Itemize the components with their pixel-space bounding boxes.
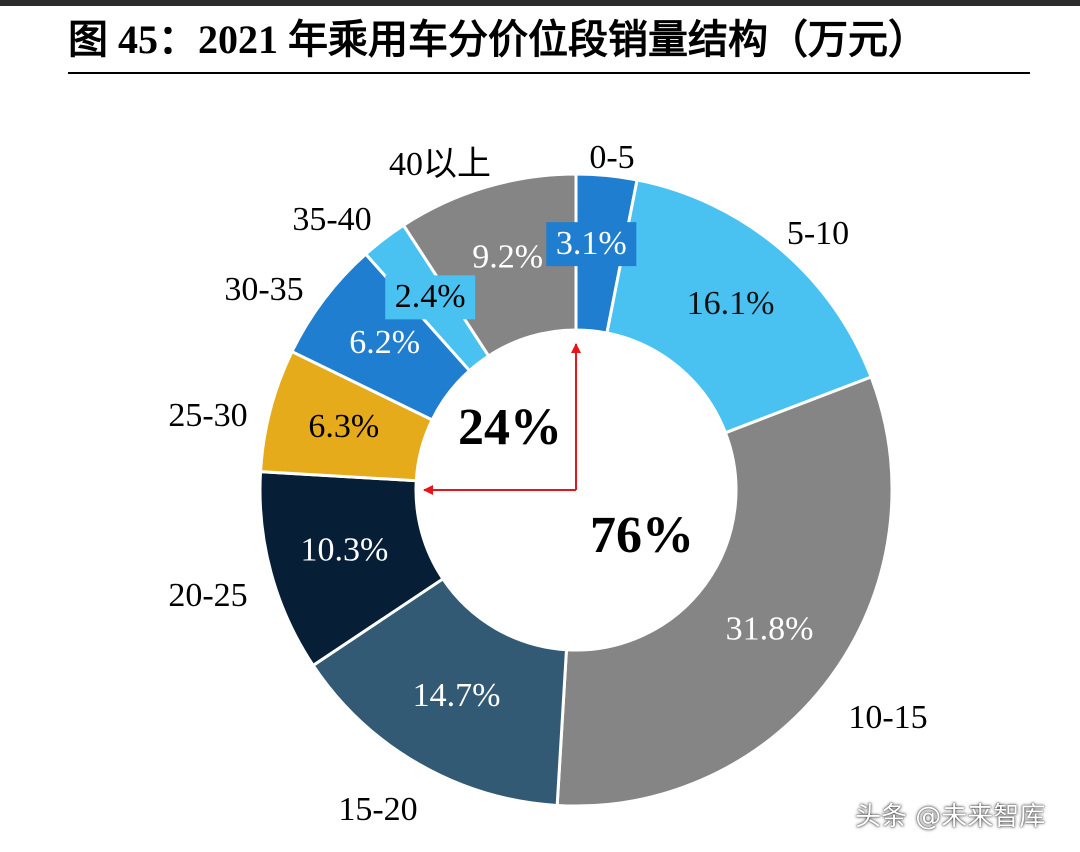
title-rule xyxy=(68,72,1030,74)
category-label-5-10: 5-10 xyxy=(787,215,849,252)
pct-label-10-15: 31.8% xyxy=(726,611,814,648)
category-label-15-20: 15-20 xyxy=(338,791,417,828)
category-label-0-5: 0-5 xyxy=(589,139,634,176)
center-annotation-76pct: 76% xyxy=(590,507,694,564)
category-label-10-15: 10-15 xyxy=(848,699,927,736)
donut-slice-10-15 xyxy=(555,375,894,808)
pct-label-30-35: 6.2% xyxy=(349,324,420,361)
pct-label-20-25: 10.3% xyxy=(300,532,388,569)
pct-label-0-5: 3.1% xyxy=(556,225,627,262)
top-strip xyxy=(0,0,1080,6)
figure-title: 图 45：2021 年乘用车分价位段销量结构（万元） xyxy=(68,17,928,62)
watermark: 头条 @未来智库 xyxy=(855,802,1046,832)
pct-label-box-35-40 xyxy=(385,275,476,320)
pct-label-box-0-5 xyxy=(546,222,637,267)
pct-label-25-30: 6.3% xyxy=(308,408,379,445)
category-label-20-25: 20-25 xyxy=(168,577,247,614)
category-label-30-35: 30-35 xyxy=(224,271,303,308)
category-label-40以上: 40以上 xyxy=(389,146,491,183)
donut-slice-15-20 xyxy=(311,576,569,808)
category-label-25-30: 25-30 xyxy=(168,397,247,434)
category-label-35-40: 35-40 xyxy=(292,201,371,238)
pct-label-40以上: 9.2% xyxy=(472,239,543,276)
donut-slice-40以上 xyxy=(401,172,578,359)
pct-label-35-40: 2.4% xyxy=(395,278,466,315)
center-annotation-24pct: 24% xyxy=(458,399,562,456)
pct-label-5-10: 16.1% xyxy=(687,285,775,322)
donut-slice-5-10 xyxy=(605,178,874,435)
pct-label-15-20: 14.7% xyxy=(413,677,501,714)
